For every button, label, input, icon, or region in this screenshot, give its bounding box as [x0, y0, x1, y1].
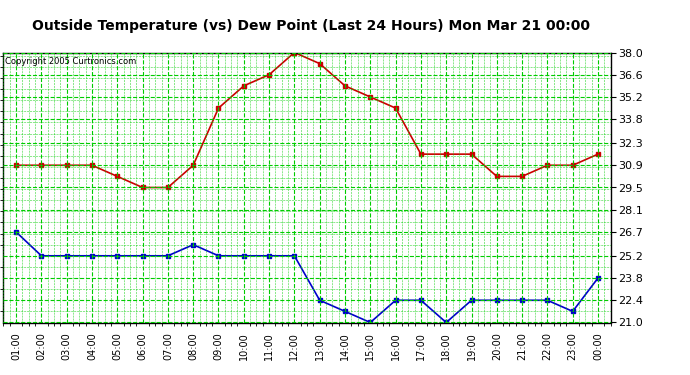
Text: Outside Temperature (vs) Dew Point (Last 24 Hours) Mon Mar 21 00:00: Outside Temperature (vs) Dew Point (Last…: [32, 19, 589, 33]
Text: Copyright 2005 Curtronics.com: Copyright 2005 Curtronics.com: [5, 57, 136, 66]
